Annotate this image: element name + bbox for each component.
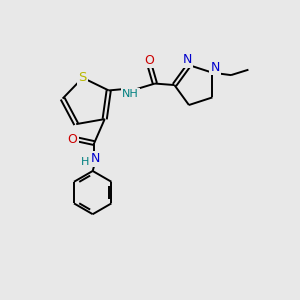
Text: N: N bbox=[211, 61, 220, 74]
Text: H: H bbox=[80, 157, 89, 167]
Text: O: O bbox=[68, 133, 77, 146]
Text: NH: NH bbox=[122, 89, 139, 99]
Text: S: S bbox=[79, 71, 87, 84]
Text: N: N bbox=[183, 53, 192, 66]
Text: O: O bbox=[145, 54, 154, 67]
Text: N: N bbox=[91, 152, 100, 165]
